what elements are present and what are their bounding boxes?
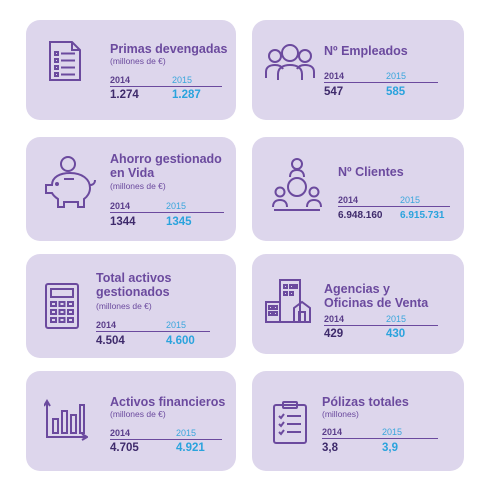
card-title: Nº Clientes — [338, 165, 404, 179]
value-2014: 4.504 — [96, 335, 125, 347]
bar-chart-icon — [44, 397, 88, 441]
card-title: Agencias y Oficinas de Venta — [324, 282, 429, 310]
value-2014: 547 — [324, 86, 344, 98]
year-2014-label: 2014 — [110, 428, 131, 438]
people-group-icon — [264, 42, 316, 82]
divider — [324, 325, 438, 326]
year-2014-label: 2014 — [324, 71, 345, 81]
card-clientes: Nº Clientes 2014 2015 6.948.160 6.915.73… — [252, 137, 464, 241]
year-2015-label: 2015 — [176, 428, 197, 438]
divider — [96, 331, 210, 332]
divider — [322, 438, 438, 439]
card-title: Pólizas totales — [322, 395, 409, 409]
year-2014-label: 2014 — [338, 195, 359, 205]
year-2015-label: 2015 — [172, 75, 193, 85]
divider — [110, 439, 222, 440]
card-polizas: Pólizas totales (millones) 2014 2015 3,8… — [252, 371, 464, 471]
card-subtitle: (millones) — [322, 409, 359, 419]
value-2014: 4.705 — [110, 442, 139, 454]
value-2015: 430 — [386, 328, 406, 340]
buildings-icon — [264, 276, 312, 324]
year-2015-label: 2015 — [386, 71, 407, 81]
value-2015: 585 — [386, 86, 406, 98]
value-2014: 3,8 — [322, 442, 338, 454]
value-2014: 429 — [324, 328, 344, 340]
value-2014: 6.948.160 — [338, 210, 383, 221]
clients-network-icon — [272, 157, 322, 213]
card-agencias: Agencias y Oficinas de Venta 2014 2015 42… — [252, 254, 464, 354]
value-2015: 3,9 — [382, 442, 398, 454]
card-title: Nº Empleados — [324, 44, 408, 58]
year-2014-label: 2014 — [110, 201, 131, 211]
divider — [110, 86, 222, 87]
card-subtitle: (millones de €) — [96, 301, 152, 311]
year-2015-label: 2015 — [386, 314, 407, 324]
year-2014-label: 2014 — [324, 314, 345, 324]
year-2015-label: 2015 — [166, 320, 187, 330]
card-title: Ahorro gestionado en Vida — [110, 152, 222, 180]
card-subtitle: (millones de €) — [110, 181, 166, 191]
card-activos: Total activos gestionados (millones de €)… — [26, 254, 236, 358]
document-list-icon — [48, 40, 82, 82]
clipboard-checklist-icon — [272, 401, 308, 445]
card-empleados: Nº Empleados 2014 2015 547 585 — [252, 20, 464, 120]
card-title: Activos financieros — [110, 395, 226, 409]
piggy-bank-icon — [40, 155, 98, 213]
year-2015-label: 2015 — [382, 427, 403, 437]
card-primas: Primas devengadas (millones de €) 2014 2… — [26, 20, 236, 120]
card-ahorro: Ahorro gestionado en Vida (millones de €)… — [26, 137, 236, 241]
card-subtitle: (millones de €) — [110, 409, 166, 419]
year-2015-label: 2015 — [400, 195, 421, 205]
year-2014-label: 2014 — [110, 75, 131, 85]
card-subtitle: (millones de €) — [110, 56, 166, 66]
value-2015: 4.600 — [166, 335, 195, 347]
divider — [324, 82, 438, 83]
value-2015: 1.287 — [172, 89, 201, 101]
value-2014: 1.274 — [110, 89, 139, 101]
divider — [110, 212, 224, 213]
year-2014-label: 2014 — [96, 320, 117, 330]
value-2015: 1345 — [166, 216, 192, 228]
calculator-icon — [44, 282, 80, 330]
value-2015: 6.915.731 — [400, 210, 445, 221]
card-financieros: Activos financieros (millones de €) 2014… — [26, 371, 236, 471]
year-2014-label: 2014 — [322, 427, 343, 437]
value-2014: 1344 — [110, 216, 136, 228]
card-title: Total activos gestionados — [96, 271, 172, 299]
year-2015-label: 2015 — [166, 201, 187, 211]
divider — [338, 206, 450, 207]
card-title: Primas devengadas — [110, 42, 228, 56]
value-2015: 4.921 — [176, 442, 205, 454]
